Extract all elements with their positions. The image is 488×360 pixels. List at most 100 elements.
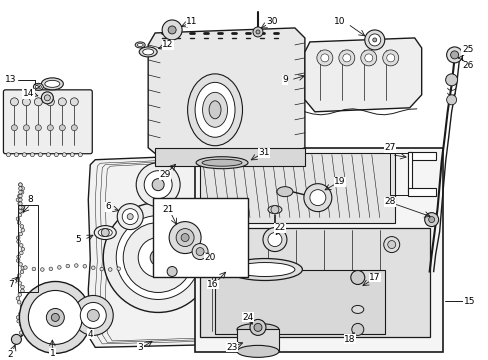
Circle shape	[20, 331, 23, 334]
Circle shape	[196, 248, 203, 256]
Circle shape	[20, 251, 23, 255]
Circle shape	[32, 267, 36, 271]
Circle shape	[20, 210, 24, 213]
Circle shape	[181, 234, 189, 242]
Circle shape	[255, 30, 260, 34]
Circle shape	[78, 153, 82, 157]
Circle shape	[23, 266, 27, 269]
Circle shape	[16, 217, 20, 221]
Text: 2: 2	[8, 350, 13, 359]
Text: 6: 6	[105, 202, 111, 211]
Circle shape	[176, 229, 194, 247]
Circle shape	[35, 125, 41, 131]
FancyBboxPatch shape	[3, 90, 92, 154]
Circle shape	[103, 203, 213, 312]
Circle shape	[21, 228, 24, 232]
Ellipse shape	[142, 49, 153, 55]
Circle shape	[368, 34, 380, 46]
Text: 18: 18	[344, 335, 355, 344]
Circle shape	[17, 255, 20, 258]
Circle shape	[360, 50, 376, 66]
Circle shape	[22, 98, 30, 106]
Ellipse shape	[237, 323, 278, 336]
Circle shape	[20, 289, 24, 293]
Text: 13: 13	[5, 75, 16, 84]
Circle shape	[83, 265, 86, 268]
Text: 27: 27	[383, 143, 395, 152]
Circle shape	[21, 187, 24, 190]
Circle shape	[18, 293, 21, 297]
Circle shape	[19, 194, 22, 198]
Circle shape	[101, 229, 109, 237]
Text: 16: 16	[207, 280, 218, 289]
Circle shape	[20, 304, 24, 308]
Text: 23: 23	[226, 343, 237, 352]
Circle shape	[20, 285, 24, 289]
Circle shape	[253, 323, 262, 332]
Bar	[153, 198, 247, 278]
Circle shape	[18, 194, 21, 198]
Text: 25: 25	[461, 45, 472, 54]
Circle shape	[17, 221, 21, 224]
Bar	[19, 204, 38, 292]
Ellipse shape	[351, 305, 363, 314]
Circle shape	[350, 270, 364, 284]
Polygon shape	[304, 38, 421, 112]
Circle shape	[123, 222, 193, 292]
Ellipse shape	[202, 159, 242, 166]
Bar	[237, 329, 278, 351]
Circle shape	[20, 270, 24, 274]
Bar	[155, 148, 304, 166]
Circle shape	[20, 206, 24, 209]
Circle shape	[47, 125, 53, 131]
Ellipse shape	[41, 78, 63, 90]
Circle shape	[364, 30, 384, 50]
Circle shape	[150, 249, 166, 266]
Ellipse shape	[33, 84, 43, 90]
Circle shape	[10, 98, 19, 106]
Ellipse shape	[237, 345, 278, 357]
Ellipse shape	[276, 187, 292, 197]
Circle shape	[387, 240, 395, 248]
Circle shape	[267, 233, 282, 247]
Circle shape	[445, 74, 457, 86]
Circle shape	[62, 153, 66, 157]
Circle shape	[21, 308, 24, 312]
Text: 12: 12	[162, 40, 173, 49]
Text: 20: 20	[204, 253, 215, 262]
Circle shape	[338, 50, 354, 66]
Bar	[407, 188, 435, 195]
Circle shape	[34, 98, 42, 106]
Circle shape	[17, 236, 20, 239]
Circle shape	[54, 153, 58, 157]
Circle shape	[108, 268, 112, 271]
Circle shape	[16, 316, 20, 319]
Polygon shape	[88, 155, 224, 347]
Circle shape	[383, 237, 399, 253]
Circle shape	[372, 38, 376, 42]
Circle shape	[18, 301, 21, 304]
Text: 9: 9	[282, 75, 287, 84]
Circle shape	[46, 98, 54, 106]
Circle shape	[167, 266, 177, 276]
Circle shape	[14, 153, 19, 157]
Text: 7: 7	[8, 280, 14, 289]
Circle shape	[446, 47, 462, 63]
Text: 4: 4	[87, 330, 93, 339]
Text: 29: 29	[159, 170, 170, 179]
Circle shape	[100, 267, 103, 271]
Ellipse shape	[137, 44, 143, 46]
Ellipse shape	[94, 226, 116, 239]
Text: 22: 22	[274, 223, 285, 232]
Circle shape	[73, 296, 113, 336]
Circle shape	[382, 50, 398, 66]
Circle shape	[17, 274, 21, 278]
Bar	[407, 152, 435, 160]
Ellipse shape	[227, 258, 302, 280]
Bar	[407, 152, 411, 192]
Bar	[200, 228, 429, 337]
Circle shape	[11, 125, 18, 131]
Circle shape	[446, 95, 456, 105]
Circle shape	[386, 54, 394, 62]
Circle shape	[168, 26, 176, 34]
